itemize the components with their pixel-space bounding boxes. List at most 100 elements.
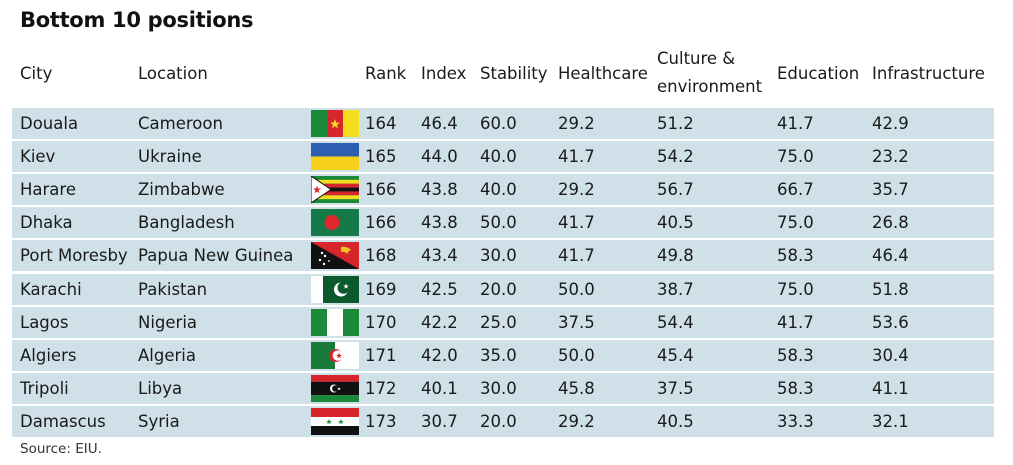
cell-rank: 168 [365,246,397,265]
libya-flag-icon [311,375,359,402]
cell-city: Damascus [20,412,106,431]
header-rank: Rank [365,64,407,83]
cell-healthcare: 50.0 [558,346,595,365]
cell-location: Pakistan [138,280,208,299]
cell-culture: 38.7 [657,280,694,299]
cell-healthcare: 41.7 [558,147,595,166]
cell-index: 43.4 [421,246,458,265]
cell-culture: 49.8 [657,246,694,265]
cell-index: 46.4 [421,114,458,133]
cell-rank: 172 [365,379,397,398]
algeria-flag-icon [311,342,359,369]
cell-infrastructure: 53.6 [872,313,909,332]
table-row: Algiers Algeria 171 42.0 35.0 50.0 45.4 58.3 30.… [12,340,994,371]
cell-location: Libya [138,379,183,398]
cell-index: 40.1 [421,379,458,398]
cell-education: 58.3 [777,246,814,265]
header-culture: Culture & environment [657,45,762,101]
cell-education: 75.0 [777,280,814,299]
cell-location: Zimbabwe [138,180,225,199]
cameroon-flag-icon [311,110,359,137]
cell-index: 42.0 [421,346,458,365]
cell-healthcare: 29.2 [558,412,595,431]
cell-rank: 169 [365,280,397,299]
cell-infrastructure: 23.2 [872,147,909,166]
cell-stability: 30.0 [480,246,517,265]
cell-infrastructure: 46.4 [872,246,909,265]
cell-stability: 20.0 [480,412,517,431]
cell-stability: 40.0 [480,147,517,166]
header-stability: Stability [480,64,548,83]
table-row: Douala Cameroon 164 46.4 60.0 29.2 51.2 41.7 42.… [12,108,994,139]
cell-education: 58.3 [777,346,814,365]
table-row: Tripoli Libya 172 40.1 30.0 45.8 37.5 58.3 41.1 [12,373,994,404]
cell-healthcare: 45.8 [558,379,595,398]
cell-city: Algiers [20,346,77,365]
table-row: Lagos Nigeria 170 42.2 25.0 37.5 54.4 41.7 53.6 [12,307,994,338]
cell-culture: 37.5 [657,379,694,398]
cell-index: 42.5 [421,280,458,299]
cell-education: 58.3 [777,379,814,398]
header-culture-line2: environment [657,77,763,96]
table-row: Dhaka Bangladesh 166 43.8 50.0 41.7 40.5 75.0 26… [12,207,994,238]
cell-location: Cameroon [138,114,223,133]
cell-infrastructure: 42.9 [872,114,909,133]
cell-stability: 25.0 [480,313,517,332]
cell-education: 66.7 [777,180,814,199]
cell-index: 43.8 [421,213,458,232]
cell-education: 41.7 [777,313,814,332]
cell-index: 30.7 [421,412,458,431]
cell-culture: 54.4 [657,313,694,332]
pakistan-flag-icon [311,276,359,303]
zimbabwe-flag-icon [311,176,359,203]
cell-infrastructure: 51.8 [872,280,909,299]
cell-location: Ukraine [138,147,202,166]
source-note: Source: EIU. [20,441,102,457]
cell-stability: 50.0 [480,213,517,232]
bangladesh-flag-icon [311,209,359,236]
cell-infrastructure: 35.7 [872,180,909,199]
cell-city: Kiev [20,147,56,166]
cell-stability: 35.0 [480,346,517,365]
cell-culture: 56.7 [657,180,694,199]
cell-rank: 171 [365,346,397,365]
cell-rank: 166 [365,213,397,232]
cell-education: 41.7 [777,114,814,133]
ukraine-flag-icon [311,143,359,170]
cell-culture: 51.2 [657,114,694,133]
header-index: Index [421,64,467,83]
cell-stability: 60.0 [480,114,517,133]
cell-rank: 170 [365,313,397,332]
cell-education: 75.0 [777,213,814,232]
cell-city: Douala [20,114,79,133]
cell-culture: 45.4 [657,346,694,365]
cell-location: Bangladesh [138,213,235,232]
cell-stability: 20.0 [480,280,517,299]
cell-location: Nigeria [138,313,198,332]
cell-healthcare: 29.2 [558,114,595,133]
cell-healthcare: 41.7 [558,213,595,232]
syria-flag-icon [311,408,359,435]
cell-city: Harare [20,180,76,199]
cell-rank: 173 [365,412,397,431]
cell-infrastructure: 32.1 [872,412,909,431]
cell-education: 33.3 [777,412,814,431]
cell-location: Syria [138,412,180,431]
cell-healthcare: 29.2 [558,180,595,199]
cell-rank: 164 [365,114,397,133]
cell-location: Papua New Guinea [138,246,294,265]
header-education: Education [777,64,860,83]
papua-new-guinea-flag-icon [311,242,359,269]
cell-city: Dhaka [20,213,73,232]
nigeria-flag-icon [311,309,359,336]
table-row: Harare Zimbabwe 166 43.8 40.0 29.2 56.7 66.7 35.… [12,174,994,205]
cell-city: Port Moresby [20,246,128,265]
cell-culture: 54.2 [657,147,694,166]
cell-healthcare: 41.7 [558,246,595,265]
header-healthcare: Healthcare [558,64,648,83]
cell-stability: 30.0 [480,379,517,398]
cell-culture: 40.5 [657,213,694,232]
header-city: City [20,64,53,83]
header-culture-line1: Culture & [657,49,736,68]
cell-culture: 40.5 [657,412,694,431]
